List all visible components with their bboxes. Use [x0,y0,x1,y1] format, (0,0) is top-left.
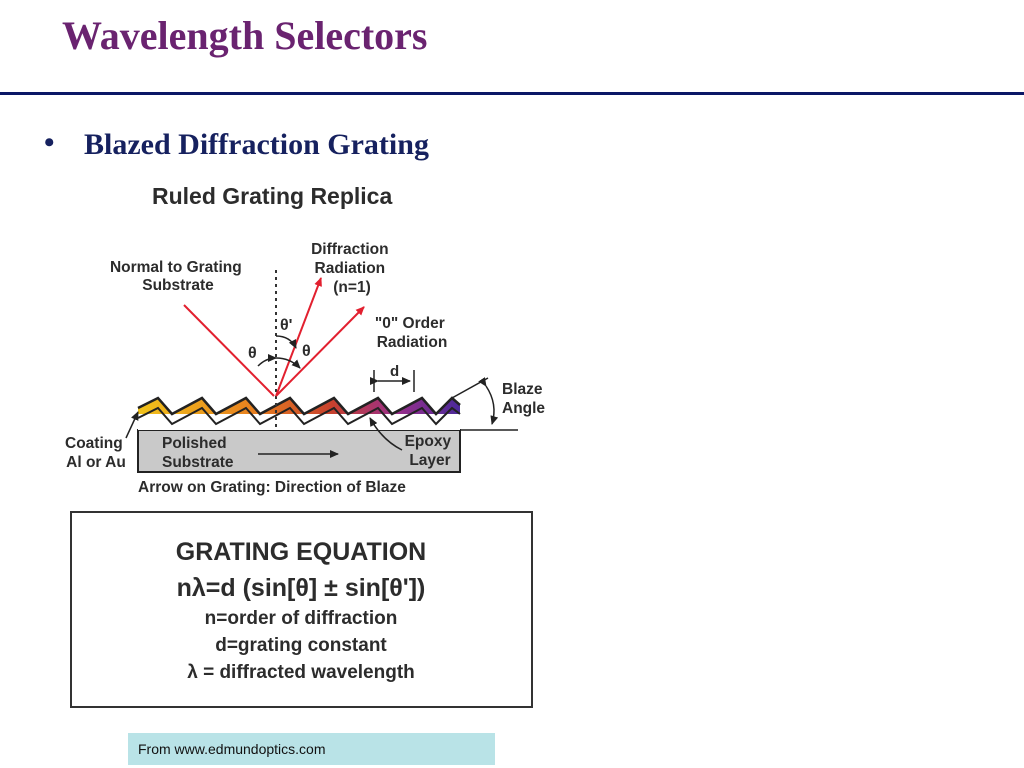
coating-label: Coating Al or Au [65,435,127,471]
epoxy-layer [138,412,460,430]
equation-line-order: n=order of diffraction [205,608,398,629]
theta-arc [257,354,277,367]
blaze-label: Blaze Angle [502,381,547,417]
theta-prime-label: θ' [280,317,292,334]
bullet-marker: • [44,126,55,159]
polished-substrate [137,429,461,473]
theta-right-label: θ [302,343,311,360]
title-divider [0,92,1024,95]
grating-facets [137,396,461,416]
grating-underside [137,406,461,426]
zero-order-ray [275,306,365,397]
equation-title: GRATING EQUATION [176,538,426,566]
zero-order-label: "0" Order Radiation [375,315,449,351]
source-credit: From www.edmundoptics.com [138,741,326,757]
substrate-label: Polished Substrate [162,435,234,471]
blaze-facet-line [451,377,489,399]
incident-ray [183,304,275,397]
blaze-angle-arc [478,377,499,425]
theta-prime-arc [275,335,297,349]
d-label: d [390,363,399,380]
epoxy-label: Epoxy Layer [405,433,456,469]
figure-caption: Arrow on Grating: Direction of Blaze [138,479,406,496]
bullet-text: Blazed Diffraction Grating [84,128,429,161]
source-box [128,733,495,765]
normal-label: Normal to Grating Substrate [110,259,246,294]
equation-box [70,511,533,708]
slide-title: Wavelength Selectors [62,13,428,58]
epoxy-pointer [369,417,403,451]
equation-line-constant: d=grating constant [215,635,387,656]
grating-equation: nλ=d (sin[θ] ± sin[θ']) [177,574,426,602]
equation-line-wavelength: λ = diffracted wavelength [187,662,415,683]
theta-left-label: θ [248,345,257,362]
diffracted-ray [275,277,322,397]
theta-right-arc [275,357,301,369]
figure-heading: Ruled Grating Replica [152,183,392,209]
diffraction-label: Diffraction Radiation (n=1) [311,241,393,296]
coating-pointer [125,411,139,439]
